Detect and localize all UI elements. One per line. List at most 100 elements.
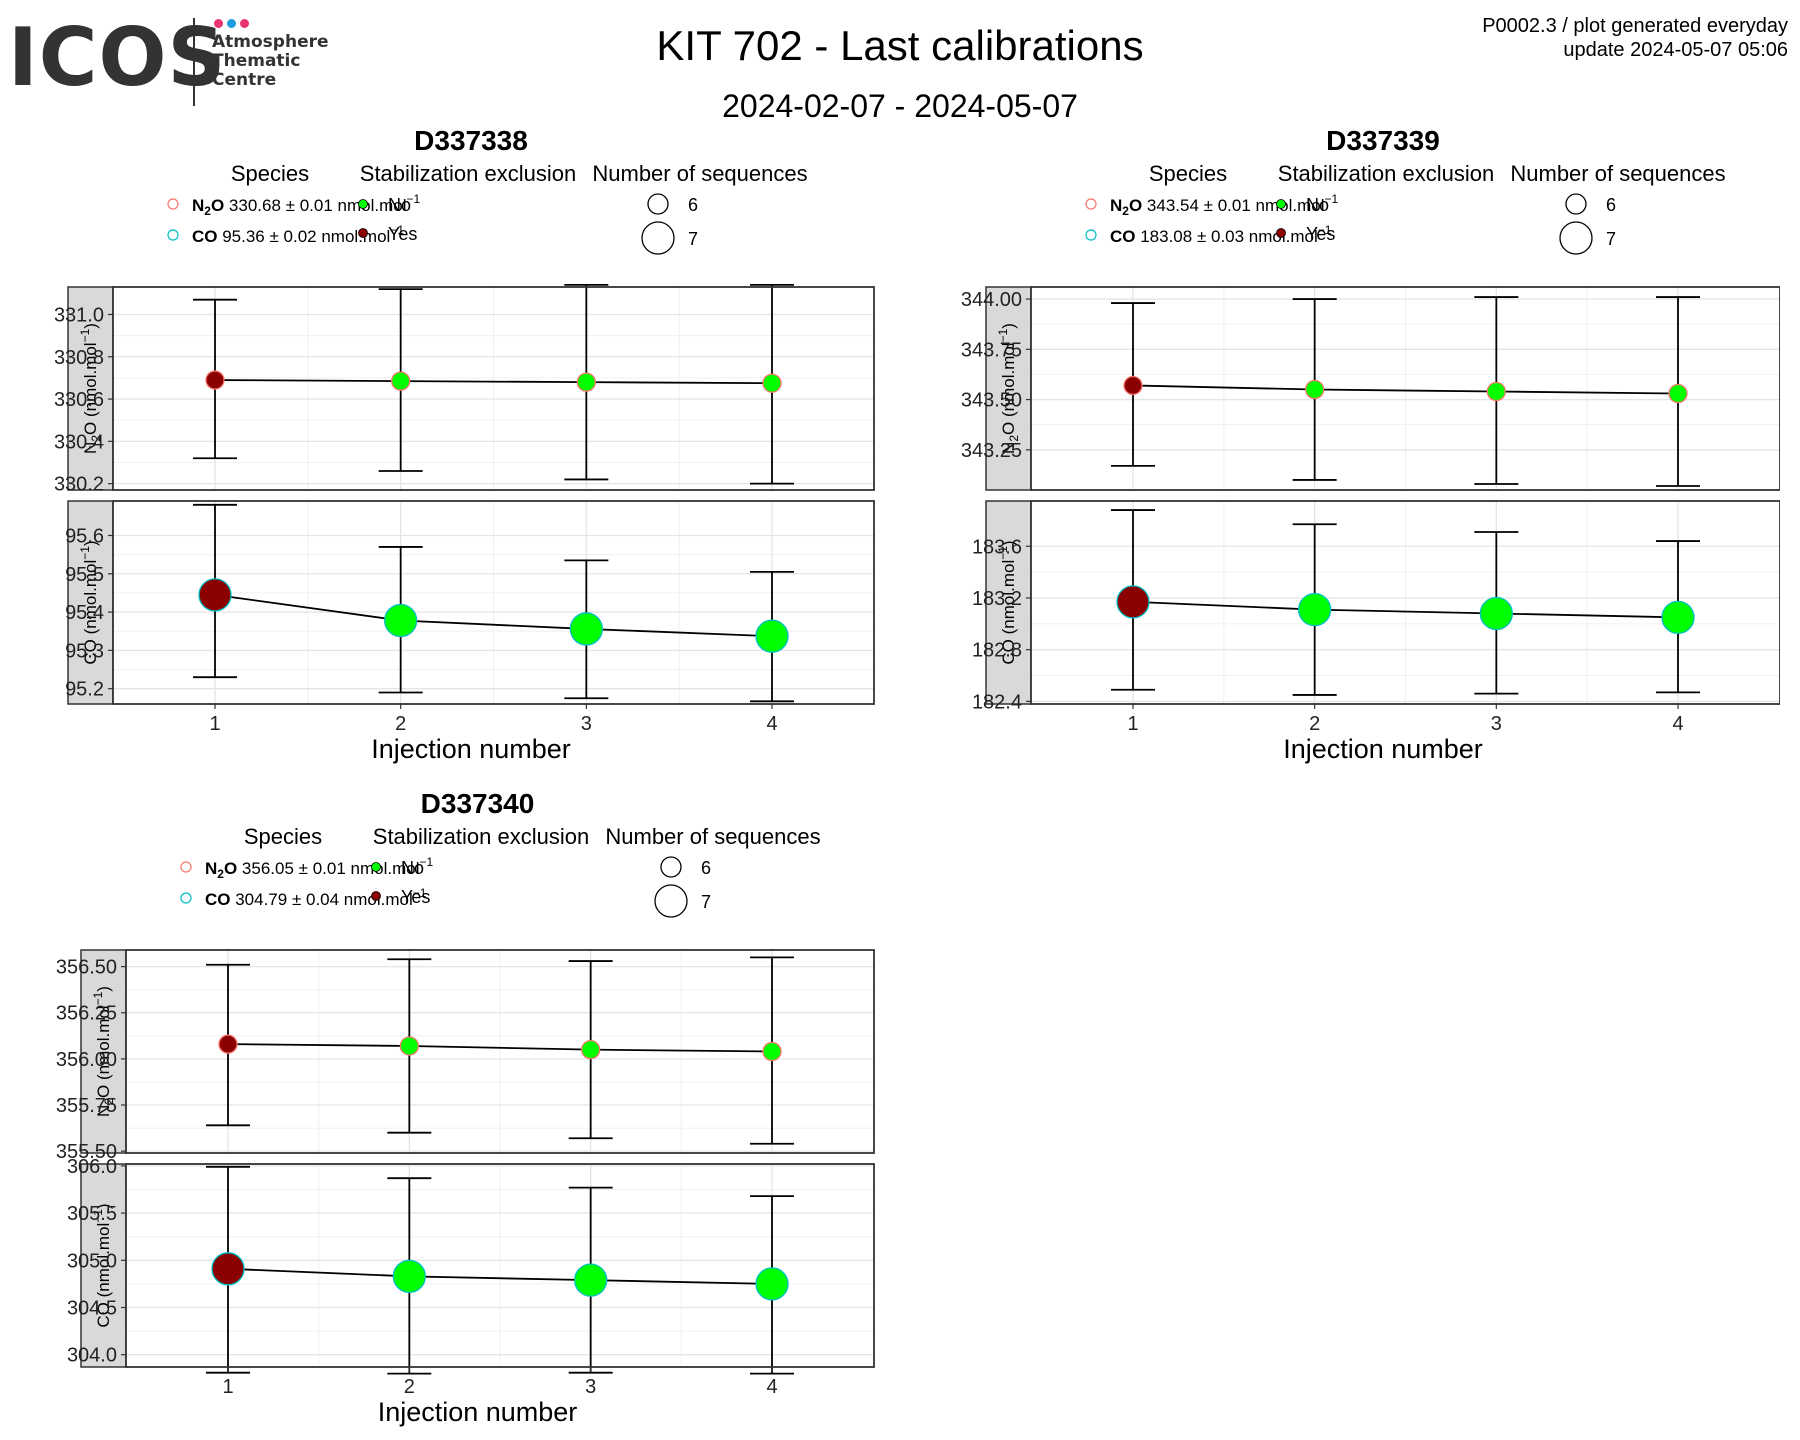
legend-title-species: Species xyxy=(1149,161,1227,186)
x-tick-label: 3 xyxy=(585,1376,596,1398)
facet-strip-co xyxy=(67,500,114,705)
data-point-n2o xyxy=(218,1034,238,1054)
y-tick-label: 356.50 xyxy=(56,957,117,979)
legend-title-sequences: Number of sequences xyxy=(592,161,807,186)
legend-key-n2o xyxy=(167,198,179,210)
logo-dot-1 xyxy=(214,19,223,28)
y-tick-label: 330.4 xyxy=(54,431,104,453)
logo-line-1: Atmosphere xyxy=(212,32,329,52)
plot-border xyxy=(125,1163,875,1368)
data-point-co xyxy=(1298,592,1332,627)
x-tick-label: 3 xyxy=(1491,713,1502,735)
y-tick-label: 306.0 xyxy=(67,1156,117,1178)
panel-title: D337339 xyxy=(1326,130,1440,156)
legend-key-co xyxy=(167,229,179,241)
facet-strip-label-co: CO (nmol.mol−1) xyxy=(996,540,1018,664)
y-tick-label: 304.0 xyxy=(67,1345,117,1367)
legend-key-exclusion-no xyxy=(371,862,381,872)
facet-strip-label-n2o: N2O (nmol.mol−1) xyxy=(78,323,103,454)
plot-border xyxy=(1030,286,1780,491)
y-tick-label: 331.0 xyxy=(54,304,104,326)
series-line-co xyxy=(227,1267,773,1285)
y-tick-label: 95.3 xyxy=(65,640,104,662)
facet-strip-label-co: CO (nmol.mol−1) xyxy=(91,1203,113,1327)
data-point-co xyxy=(211,1252,245,1286)
facet-strip-label-co: CO (nmol.mol−1) xyxy=(78,540,100,664)
y-tick-label: 182.8 xyxy=(972,640,1022,662)
x-tick-label: 4 xyxy=(766,1376,777,1398)
data-point-co xyxy=(755,1267,789,1301)
data-point-n2o xyxy=(205,370,225,390)
y-tick-label: 95.5 xyxy=(65,564,104,586)
data-point-co xyxy=(1661,600,1695,635)
plot-border xyxy=(125,949,875,1154)
data-point-n2o xyxy=(1668,383,1688,404)
x-tick-label: 3 xyxy=(581,713,592,735)
y-tick-label: 95.2 xyxy=(65,679,104,701)
data-point-co xyxy=(1479,596,1513,631)
legend-label-co: CO 95.36 ± 0.02 nmol.mol−1 xyxy=(192,223,404,246)
plot-border xyxy=(112,500,875,705)
series-line-n2o xyxy=(214,379,773,385)
y-tick-label: 355.50 xyxy=(56,1141,117,1163)
x-axis-label: Injection number xyxy=(1283,734,1483,764)
facet-strip-n2o xyxy=(67,286,114,491)
legend-label-sequences: 7 xyxy=(688,229,698,249)
legend-key-co xyxy=(180,892,192,904)
data-point-n2o xyxy=(391,371,411,391)
legend-key-sequences-7 xyxy=(1559,221,1593,255)
facet-strip-label-n2o: N2O (nmol.mol−1) xyxy=(996,323,1021,454)
y-tick-label: 355.75 xyxy=(56,1095,117,1117)
update-timestamp: update 2024-05-07 05:06 xyxy=(1563,39,1788,61)
y-tick-label: 183.2 xyxy=(972,588,1022,610)
data-point-n2o xyxy=(1486,381,1506,402)
plot-border xyxy=(112,286,875,491)
x-axis-label: Injection number xyxy=(378,1397,578,1427)
data-point-n2o xyxy=(576,372,596,392)
legend-label-exclusion: No xyxy=(401,858,424,878)
legend-label-sequences: 6 xyxy=(1606,195,1616,215)
x-axis-label: Injection number xyxy=(371,734,571,764)
facet-strip-n2o xyxy=(80,949,127,1154)
y-tick-label: 344.00 xyxy=(961,289,1022,311)
data-point-n2o xyxy=(399,1036,419,1056)
data-point-co xyxy=(1116,585,1150,619)
data-point-co xyxy=(569,612,603,646)
legend-key-n2o xyxy=(180,861,192,873)
y-tick-label: 95.6 xyxy=(65,525,104,547)
date-range-subtitle: 2024-02-07 - 2024-05-07 xyxy=(722,88,1078,124)
legend-label-n2o: N2O 356.05 ± 0.01 nmol.mol−1 xyxy=(205,855,433,881)
legend-label-co: CO 183.08 ± 0.03 nmol.mol−1 xyxy=(1110,223,1332,246)
legend-key-sequences-6 xyxy=(647,193,669,215)
series-line-co xyxy=(1132,600,1679,619)
cylinder-chart-panel: D337340 Species Stabilization exclusion Num… xyxy=(56,793,875,1427)
legend-key-co xyxy=(1085,229,1097,241)
legend-label-exclusion: No xyxy=(1306,195,1329,215)
facet-strip-co xyxy=(80,1163,127,1368)
plot-metadata: P0002.3 / plot generated everyday update… xyxy=(1482,14,1788,62)
legend-label-sequences: 7 xyxy=(701,892,711,912)
legend-label-sequences: 7 xyxy=(1606,229,1616,249)
cylinder-chart-panel: D337338 Species Stabilization exclusion Num… xyxy=(54,130,875,764)
y-tick-label: 356.25 xyxy=(56,1003,117,1025)
legend-title-sequences: Number of sequences xyxy=(605,824,820,849)
legend-label-sequences: 6 xyxy=(701,858,711,878)
logo-divider xyxy=(193,18,195,106)
panel-title: D337338 xyxy=(414,130,528,156)
y-tick-label: 330.2 xyxy=(54,474,104,496)
legend-label-sequences: 6 xyxy=(688,195,698,215)
y-tick-label: 356.00 xyxy=(56,1049,117,1071)
data-point-co xyxy=(384,603,418,638)
legend-key-sequences-6 xyxy=(660,856,682,878)
plot-id-line: P0002.3 / plot generated everyday xyxy=(1482,15,1788,37)
logo-line-3: Centre xyxy=(212,70,277,90)
x-tick-label: 1 xyxy=(222,1376,233,1398)
facet-strip-label-n2o: N2O (nmol.mol−1) xyxy=(91,986,116,1117)
y-tick-label: 305.5 xyxy=(67,1203,117,1225)
legend-key-sequences-7 xyxy=(654,884,688,918)
legend-title-species: Species xyxy=(231,161,309,186)
cylinder-chart-panel: D337339 Species Stabilization exclusion Num… xyxy=(961,130,1780,764)
facet-strip-co xyxy=(985,500,1032,705)
legend-title-stabilization: Stabilization exclusion xyxy=(373,824,589,849)
x-tick-label: 4 xyxy=(766,713,777,735)
